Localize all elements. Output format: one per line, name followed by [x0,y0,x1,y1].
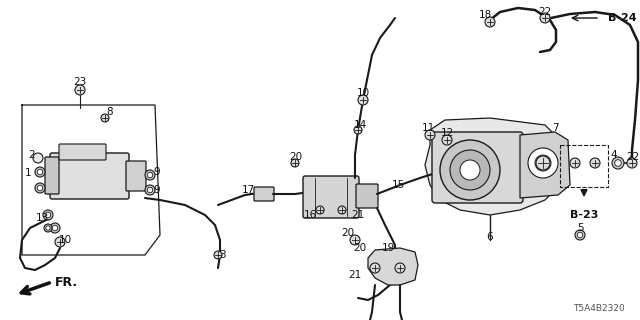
FancyBboxPatch shape [432,132,523,203]
Text: 11: 11 [421,123,435,133]
Text: 23: 23 [74,77,86,87]
FancyBboxPatch shape [45,157,59,194]
Circle shape [540,13,550,23]
Circle shape [75,85,85,95]
Circle shape [354,126,362,134]
Text: 20: 20 [289,152,303,162]
Circle shape [52,225,58,231]
Text: 17: 17 [241,185,255,195]
Circle shape [528,148,558,178]
Text: 20: 20 [353,243,367,253]
Circle shape [577,232,583,238]
FancyBboxPatch shape [303,176,359,218]
Circle shape [147,187,153,193]
Polygon shape [368,248,418,285]
Text: 13: 13 [35,213,49,223]
Circle shape [43,210,53,220]
Text: 1: 1 [25,168,31,178]
Circle shape [614,160,621,166]
Circle shape [358,95,368,105]
Circle shape [395,263,405,273]
Circle shape [33,153,43,163]
Circle shape [575,230,585,240]
Circle shape [55,237,65,247]
Text: 22: 22 [627,152,639,162]
Circle shape [101,114,109,122]
Circle shape [214,251,222,259]
Text: 21: 21 [348,270,362,280]
Text: 19: 19 [381,243,395,253]
Circle shape [44,224,52,232]
Text: 3: 3 [219,250,225,260]
Circle shape [627,158,637,168]
FancyBboxPatch shape [254,187,274,201]
FancyBboxPatch shape [59,144,106,160]
Circle shape [536,156,550,170]
Circle shape [440,140,500,200]
Circle shape [35,183,45,193]
Text: 20: 20 [341,228,355,238]
Text: 9: 9 [154,185,160,195]
Text: 10: 10 [356,88,369,98]
FancyBboxPatch shape [126,161,146,191]
Circle shape [35,167,45,177]
Text: FR.: FR. [55,276,78,289]
Text: 14: 14 [353,120,367,130]
Text: 15: 15 [392,180,404,190]
Text: 22: 22 [538,7,552,17]
Text: 21: 21 [351,210,365,220]
Circle shape [485,17,495,27]
Circle shape [450,150,490,190]
Circle shape [338,206,346,214]
Circle shape [425,130,435,140]
Circle shape [370,263,380,273]
Text: 2: 2 [29,150,35,160]
Text: T5A4B2320: T5A4B2320 [573,304,625,313]
Bar [560,145,608,187]
Circle shape [147,172,153,178]
Circle shape [316,206,324,214]
Circle shape [442,135,452,145]
Polygon shape [425,118,560,215]
Text: 6: 6 [486,232,493,242]
Circle shape [50,223,60,233]
Circle shape [570,158,580,168]
Text: 9: 9 [154,167,160,177]
Text: 10: 10 [58,235,72,245]
Text: 5: 5 [577,223,583,233]
Circle shape [145,185,155,195]
Circle shape [37,169,43,175]
Text: 12: 12 [440,128,454,138]
Circle shape [612,157,624,169]
Text: 18: 18 [478,10,492,20]
Text: B-23: B-23 [570,210,598,220]
Circle shape [291,159,299,167]
Circle shape [350,235,360,245]
FancyBboxPatch shape [50,153,129,199]
Text: 4: 4 [611,150,618,160]
Circle shape [145,170,155,180]
Circle shape [46,226,50,230]
Text: 16: 16 [303,210,317,220]
FancyBboxPatch shape [356,184,378,208]
Circle shape [37,185,43,191]
Circle shape [45,212,51,218]
Circle shape [535,155,551,171]
Circle shape [590,158,600,168]
Text: B-24: B-24 [608,13,637,23]
Circle shape [460,160,480,180]
Polygon shape [520,132,570,198]
Text: 7: 7 [552,123,558,133]
Text: 8: 8 [107,107,113,117]
